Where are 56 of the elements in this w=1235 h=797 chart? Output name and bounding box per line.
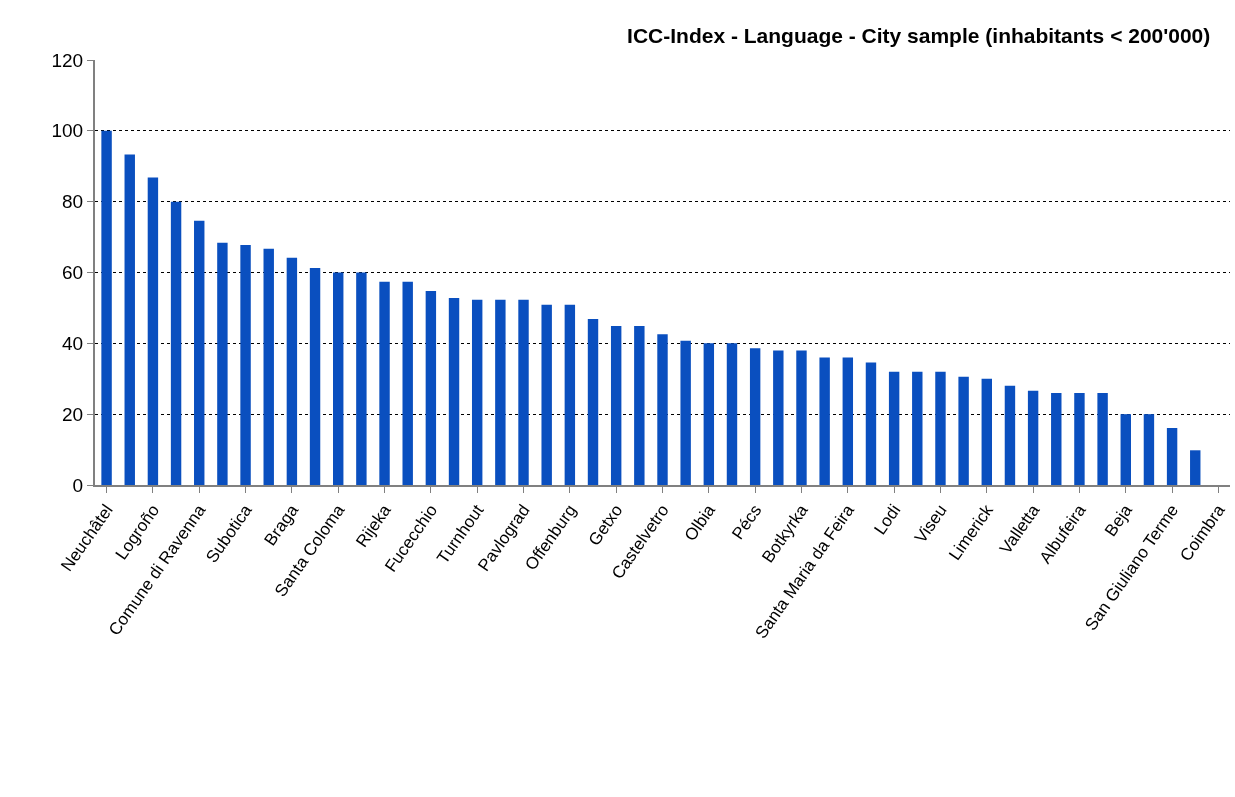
bar [796,350,807,485]
bar [912,371,923,485]
bar [842,357,854,485]
bar [564,304,576,485]
bar [309,267,321,485]
y-tick-label: 80 [62,191,84,213]
bar [1051,392,1062,485]
y-tick-label: 120 [51,49,84,71]
bar [634,325,645,485]
bar [333,272,344,485]
y-tick-label: 100 [51,120,84,142]
bar [1074,392,1085,485]
bar [819,357,830,485]
bar [1166,427,1178,485]
bar [726,343,738,485]
bar [773,350,784,485]
bar [587,318,599,485]
bar [124,154,135,485]
bar [495,299,506,485]
bar [240,244,251,485]
bar [379,281,390,485]
bar [749,348,761,485]
bar [194,220,205,485]
bar [448,298,460,485]
bar [217,242,228,485]
bar [935,371,946,485]
chart-title: ICC-Index - Language - City sample (inhabitants < 200'000) [627,23,1211,47]
bar [703,343,715,485]
bar [680,340,691,485]
bar [471,299,483,485]
y-tick-label: 60 [62,262,84,284]
bar [1143,414,1155,485]
bar [147,177,159,485]
bar [981,378,992,485]
y-tick-label: 20 [62,403,84,425]
bar [541,304,552,485]
bar [610,325,622,485]
bar [518,299,529,485]
bar [170,201,182,485]
bar [865,362,877,485]
bar [356,272,367,485]
bar [888,371,900,485]
bar [1004,385,1016,485]
y-tick-label: 0 [72,474,84,496]
bar [1190,450,1201,485]
bar [1027,390,1039,485]
bar [263,248,274,485]
bar [657,334,668,485]
bar [1097,392,1108,485]
y-tick-label: 40 [62,332,84,354]
bar [425,290,437,485]
bar [958,376,969,485]
bar [101,130,112,485]
bar [1120,414,1131,485]
bar [286,257,298,485]
bar [402,281,413,485]
